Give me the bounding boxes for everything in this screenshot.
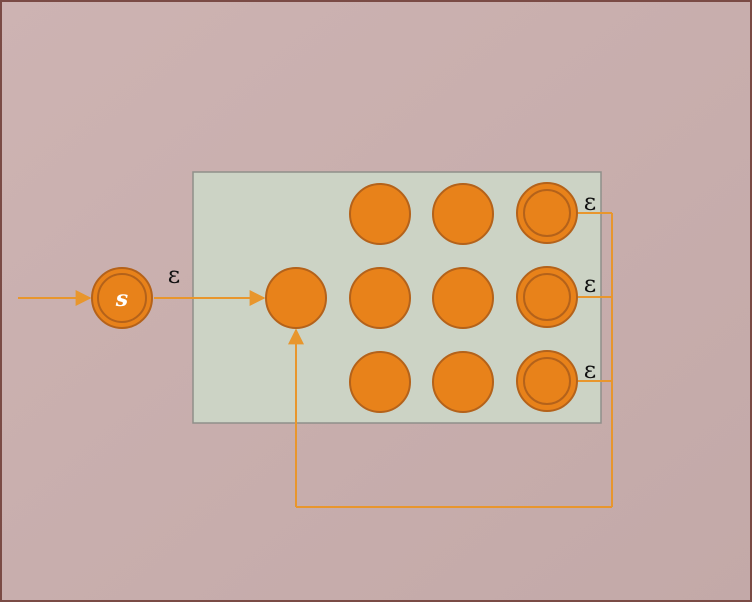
inner-states xyxy=(265,183,494,413)
inner-state-r3c2 xyxy=(432,351,494,413)
epsilon-label-start: ε xyxy=(168,261,180,289)
accepting-state-bottom xyxy=(516,350,578,412)
inner-start-state xyxy=(265,267,327,329)
inner-state-r2c2 xyxy=(432,267,494,329)
inner-state-r3c1 xyxy=(349,351,411,413)
epsilon-label-top: ε xyxy=(584,188,596,216)
inner-state-r2c1 xyxy=(349,267,411,329)
start-state-label: s xyxy=(115,286,128,312)
feedback-edges xyxy=(288,212,613,508)
inner-state-r1c1 xyxy=(349,183,411,245)
epsilon-label-middle: ε xyxy=(584,270,596,298)
accepting-states xyxy=(516,182,578,412)
accepting-state-middle xyxy=(516,266,578,328)
accepting-state-top xyxy=(516,182,578,244)
start-state-s: s xyxy=(91,267,153,329)
inner-state-r1c2 xyxy=(432,183,494,245)
epsilon-label-bottom: ε xyxy=(584,356,596,384)
start-state-inner-ring xyxy=(97,273,147,323)
